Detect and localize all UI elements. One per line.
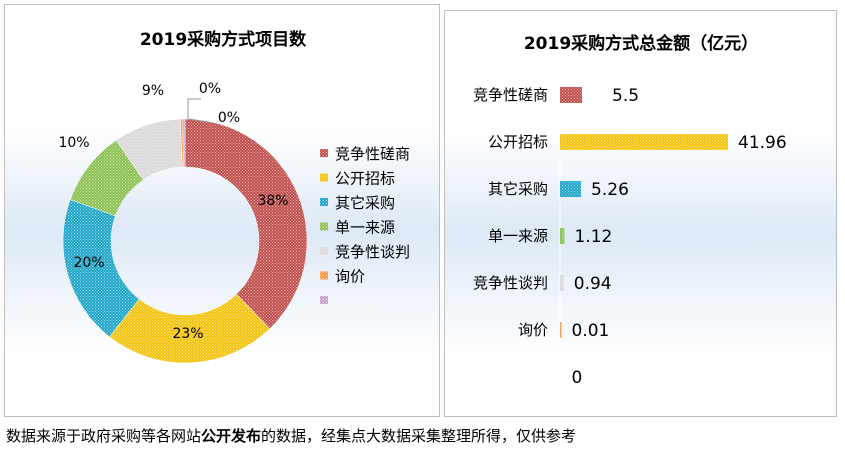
pie-chart-panel: 2019采购方式项目数 38% 23% 20% 10% 9% 0% 0% 竞争性磋商公开招标其它… bbox=[4, 4, 440, 417]
pie-slice bbox=[109, 293, 271, 364]
footer-bold-text: 公开发布 bbox=[201, 427, 262, 445]
bar bbox=[560, 87, 583, 103]
bar bbox=[560, 322, 562, 338]
footer-text-2: 的数据，经集点大数据采集整理所得，仅供参考 bbox=[261, 427, 577, 445]
pie-data-label: 9% bbox=[142, 83, 164, 99]
pie-data-label: 20% bbox=[73, 255, 104, 271]
bar-data-label: 0 bbox=[572, 368, 583, 388]
bar bbox=[560, 134, 728, 150]
pie-data-label: 0% bbox=[199, 81, 221, 97]
legend-entry: 询价 bbox=[335, 268, 365, 286]
pie-chart-title: 2019采购方式项目数 bbox=[140, 29, 307, 50]
footer-note: 数据来源于政府采购等各网站公开发布的数据，经集点大数据采集整理所得，仅供参考 bbox=[6, 425, 576, 446]
pie-data-label: 0% bbox=[218, 110, 240, 126]
bar bbox=[560, 181, 582, 197]
bar-data-label: 41.96 bbox=[738, 133, 787, 153]
category-label: 其它采购 bbox=[488, 180, 548, 198]
legend-entry: 单一来源 bbox=[335, 219, 395, 237]
legend-swatch bbox=[320, 149, 328, 157]
bar-data-label: 0.94 bbox=[574, 274, 612, 294]
legend-swatch bbox=[320, 247, 328, 255]
bar bbox=[560, 275, 564, 291]
donut-chart: 2019采购方式项目数 38% 23% 20% 10% 9% 0% 0% 竞争性磋商公开招标其它… bbox=[58, 29, 410, 364]
legend-swatch bbox=[320, 296, 328, 304]
legend-swatch bbox=[320, 173, 328, 182]
legend-entry: 竞争性谈判 bbox=[335, 243, 410, 261]
bar-data-label: 1.12 bbox=[574, 227, 612, 247]
bar-data-label: 5.5 bbox=[612, 86, 639, 106]
bar-data-label: 0.01 bbox=[572, 321, 610, 341]
category-label: 询价 bbox=[518, 321, 548, 339]
legend-entry: 竞争性磋商 bbox=[335, 145, 410, 163]
bar bbox=[560, 228, 565, 244]
bar-chart: 2019采购方式总金额（亿元） 竞争性磋商 5.5 公开招标 41.96 其它采购 5.26… bbox=[473, 33, 787, 401]
pie-data-label: 23% bbox=[172, 326, 203, 342]
legend-swatch bbox=[320, 222, 328, 231]
pie-data-label: 10% bbox=[58, 135, 89, 151]
footer-text-1: 数据来源于政府采购等各网站 bbox=[6, 427, 202, 445]
pie-data-label: 38% bbox=[257, 193, 288, 209]
leader-line bbox=[187, 98, 201, 119]
category-label: 公开招标 bbox=[488, 133, 548, 151]
legend-swatch bbox=[320, 198, 328, 206]
legend-swatch bbox=[320, 271, 328, 280]
bar-chart-panel: 2019采购方式总金额（亿元） 竞争性磋商 5.5 公开招标 41.96 其它采购 5.26… bbox=[444, 10, 837, 417]
bar-chart-title: 2019采购方式总金额（亿元） bbox=[524, 33, 758, 54]
category-label: 竞争性谈判 bbox=[473, 274, 548, 292]
category-label: 单一来源 bbox=[488, 227, 548, 245]
leader-line bbox=[188, 118, 214, 124]
pie-slice bbox=[182, 118, 186, 168]
legend-entry: 其它采购 bbox=[335, 194, 395, 212]
pie-slice bbox=[184, 118, 308, 330]
category-label: 竞争性磋商 bbox=[473, 86, 548, 104]
bar-data-label: 5.26 bbox=[591, 180, 629, 200]
legend-entry: 公开招标 bbox=[335, 170, 395, 188]
